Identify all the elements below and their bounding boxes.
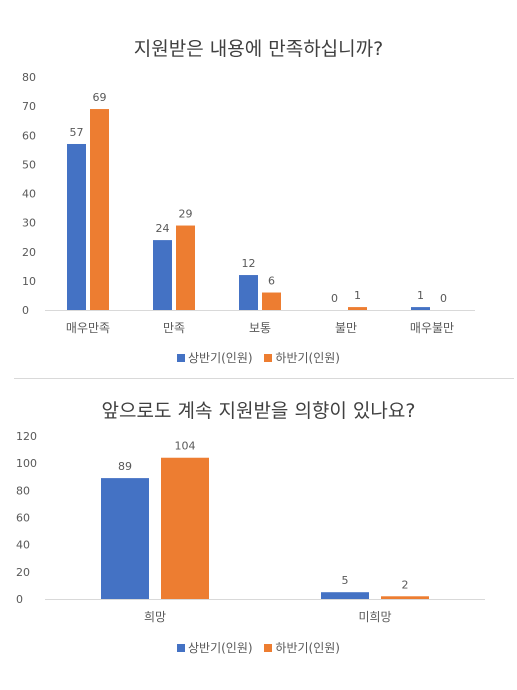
y-tick-label: 40 (22, 188, 36, 201)
x-tick-label: 미희망 (358, 610, 391, 624)
data-label: 57 (70, 126, 84, 139)
intention-plot: 0 20 40 60 80 100 120 89 104 희망 5 2 미희망 (16, 430, 485, 624)
y-tick-label: 60 (22, 129, 36, 142)
data-label: 69 (93, 91, 107, 104)
data-label: 0 (331, 292, 338, 305)
data-label: 104 (175, 440, 196, 453)
legend-swatch (264, 354, 273, 362)
intention-chart: 앞으로도 계속 지원받을 의향이 있나요? 0 20 40 60 80 100 120 89 1… (0, 380, 517, 680)
bar-series2 (176, 225, 195, 310)
y-tick-label: 80 (16, 484, 30, 497)
legend-label: 상반기(인원) (188, 351, 253, 365)
bar-series2 (381, 596, 429, 599)
data-label: 6 (268, 275, 275, 288)
y-tick-label: 20 (16, 566, 30, 579)
legend-item-series2: 하반기(인원) (264, 639, 340, 656)
legend-label: 하반기(인원) (275, 641, 340, 655)
legend-item-series2: 하반기(인원) (264, 349, 340, 366)
chart-title: 지원받은 내용에 만족하십니까? (133, 38, 384, 60)
data-label: 1 (417, 289, 424, 302)
data-label: 29 (179, 208, 193, 221)
legend-item-series1: 상반기(인원) (177, 349, 253, 366)
y-tick-label: 0 (16, 593, 23, 606)
bar-series2 (262, 292, 281, 310)
y-tick-label: 50 (22, 158, 36, 171)
data-label: 0 (440, 292, 447, 305)
bar-series1 (411, 307, 430, 310)
y-tick-label: 60 (16, 512, 30, 525)
divider (14, 378, 514, 379)
y-tick-label: 100 (16, 457, 37, 470)
data-label: 89 (118, 460, 132, 473)
y-tick-label: 80 (22, 71, 36, 84)
y-tick-label: 0 (22, 304, 29, 317)
x-tick-label: 희망 (144, 610, 166, 624)
x-tick-label: 매우불만 (410, 321, 454, 335)
bar-series1 (67, 143, 86, 310)
y-tick-label: 40 (16, 539, 30, 552)
data-label: 1 (354, 289, 361, 302)
legend-swatch (177, 354, 185, 362)
legend: 상반기(인원) 하반기(인원) (0, 639, 517, 656)
data-label: 5 (342, 574, 349, 587)
y-tick-label: 120 (16, 430, 37, 443)
y-tick-label: 20 (22, 246, 36, 259)
legend-label: 하반기(인원) (275, 351, 340, 365)
chart-title: 앞으로도 계속 지원받을 의향이 있나요? (101, 400, 416, 422)
bar-series2 (348, 307, 367, 310)
x-tick-label: 불만 (335, 321, 357, 335)
legend-swatch (177, 644, 185, 652)
bar-series2 (90, 109, 109, 310)
y-tick-label: 10 (22, 275, 36, 288)
bar-series1 (239, 275, 258, 310)
satisfaction-chart: 지원받은 내용에 만족하십니까? 0 10 20 30 40 50 60 70 80 57 69 매우… (0, 38, 517, 366)
bar-series1 (101, 478, 149, 599)
x-tick-label: 만족 (163, 321, 185, 335)
y-tick-label: 70 (22, 100, 36, 113)
data-label: 12 (242, 257, 256, 270)
data-label: 2 (402, 578, 409, 591)
bar-series1 (153, 240, 172, 310)
legend-label: 상반기(인원) (188, 641, 253, 655)
y-tick-label: 30 (22, 217, 36, 230)
legend-item-series1: 상반기(인원) (177, 639, 253, 656)
bar-series1 (321, 592, 369, 599)
legend: 상반기(인원) 하반기(인원) (0, 349, 517, 366)
x-tick-label: 매우만족 (66, 321, 110, 335)
bar-series2 (161, 457, 209, 599)
data-label: 24 (156, 222, 170, 235)
legend-swatch (264, 644, 273, 652)
x-tick-label: 보통 (249, 321, 271, 335)
